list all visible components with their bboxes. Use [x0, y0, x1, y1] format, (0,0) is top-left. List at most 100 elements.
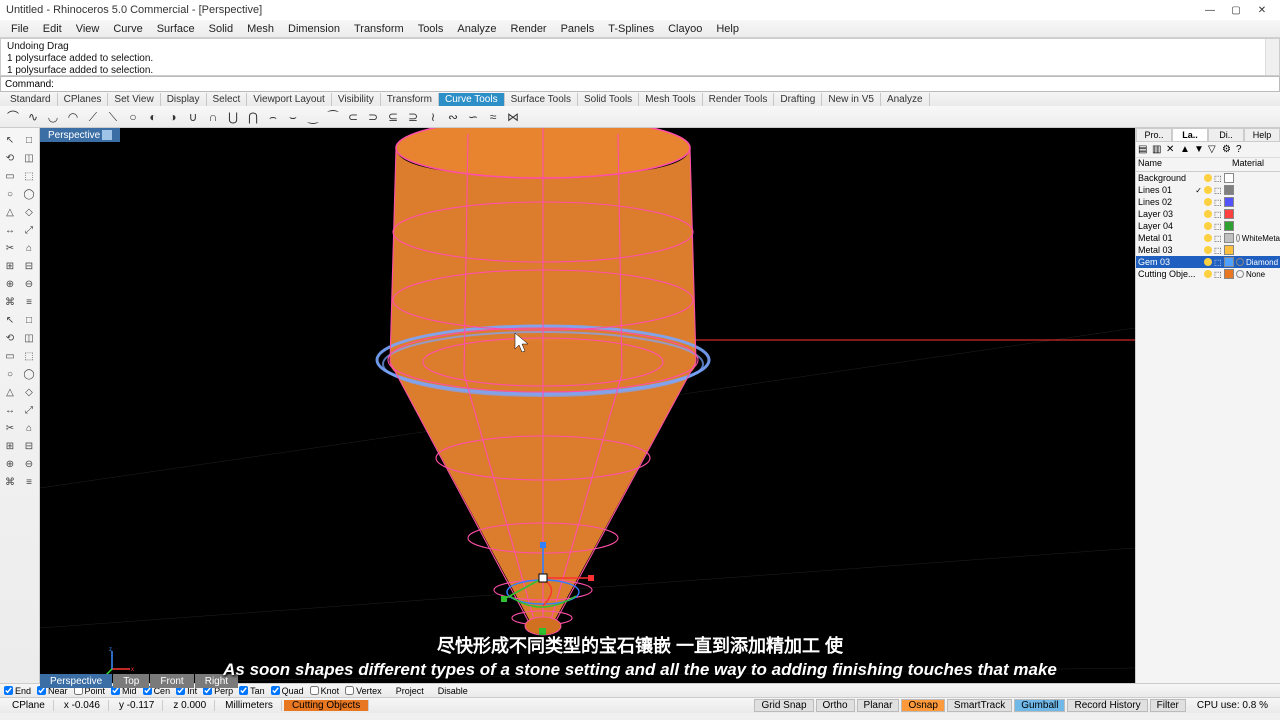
- curve-tool-25[interactable]: ⋈: [504, 108, 522, 126]
- new-layer-icon[interactable]: ▤: [1138, 144, 1150, 156]
- curve-tool-0[interactable]: ⌒: [4, 108, 22, 126]
- status-toggle-filter[interactable]: Filter: [1150, 699, 1186, 712]
- tools-icon[interactable]: ⚙: [1222, 144, 1234, 156]
- menu-analyze[interactable]: Analyze: [450, 21, 503, 37]
- bulb-icon[interactable]: [1204, 174, 1212, 182]
- left-tool-3-1[interactable]: ◯: [20, 184, 38, 201]
- right-tab-1[interactable]: La..: [1172, 128, 1208, 142]
- lock-icon[interactable]: ⬚: [1214, 210, 1222, 218]
- history-scrollbar[interactable]: [1265, 39, 1279, 75]
- layer-up-icon[interactable]: ▲: [1180, 144, 1192, 156]
- status-layer[interactable]: Cutting Objects: [284, 700, 369, 711]
- left-tool-9-0[interactable]: ⌘: [1, 292, 19, 309]
- close-button[interactable]: ✕: [1250, 1, 1274, 19]
- tooltab-analyze[interactable]: Analyze: [881, 93, 930, 106]
- left-tool-5-0[interactable]: ↔: [1, 220, 19, 237]
- left-tool-12-0[interactable]: ▭: [1, 346, 19, 363]
- new-sublayer-icon[interactable]: ▥: [1152, 144, 1164, 156]
- bulb-icon[interactable]: [1204, 258, 1212, 266]
- left-tool-6-0[interactable]: ✂: [1, 238, 19, 255]
- osnap-knot[interactable]: Knot: [310, 686, 340, 696]
- curve-tool-11[interactable]: ⋃: [224, 108, 242, 126]
- lock-icon[interactable]: ⬚: [1214, 234, 1222, 242]
- menu-edit[interactable]: Edit: [36, 21, 69, 37]
- lock-icon[interactable]: ⬚: [1214, 174, 1222, 182]
- tooltab-surface-tools[interactable]: Surface Tools: [505, 93, 578, 106]
- color-swatch[interactable]: [1224, 221, 1234, 231]
- tooltab-cplanes[interactable]: CPlanes: [58, 93, 109, 106]
- curve-tool-22[interactable]: ∾: [444, 108, 462, 126]
- viewport-3d[interactable]: x z: [40, 128, 1135, 683]
- left-tool-10-0[interactable]: ↖: [1, 310, 19, 327]
- right-tab-2[interactable]: Di..: [1208, 128, 1244, 142]
- lock-icon[interactable]: ⬚: [1214, 270, 1222, 278]
- left-tool-4-0[interactable]: △: [1, 202, 19, 219]
- left-tool-15-1[interactable]: ⤢: [20, 400, 38, 417]
- status-toggle-grid-snap[interactable]: Grid Snap: [754, 699, 813, 712]
- menu-file[interactable]: File: [4, 21, 36, 37]
- left-tool-17-1[interactable]: ⊟: [20, 436, 38, 453]
- curve-tool-8[interactable]: ◑: [164, 108, 182, 126]
- left-tool-16-1[interactable]: ⌂: [20, 418, 38, 435]
- curve-tool-4[interactable]: ⟋: [84, 108, 102, 126]
- menu-curve[interactable]: Curve: [106, 21, 149, 37]
- menu-dimension[interactable]: Dimension: [281, 21, 347, 37]
- color-swatch[interactable]: [1224, 197, 1234, 207]
- left-tool-19-1[interactable]: ≡: [20, 472, 38, 489]
- left-tool-0-0[interactable]: ↖: [1, 130, 19, 147]
- curve-tool-21[interactable]: ≀: [424, 108, 442, 126]
- left-tool-9-1[interactable]: ≡: [20, 292, 38, 309]
- bulb-icon[interactable]: [1204, 270, 1212, 278]
- left-tool-11-1[interactable]: ◫: [20, 328, 38, 345]
- tooltab-set-view[interactable]: Set View: [108, 93, 160, 106]
- tooltab-viewport-layout[interactable]: Viewport Layout: [247, 93, 332, 106]
- status-toggle-record-history[interactable]: Record History: [1067, 699, 1147, 712]
- tooltab-standard[interactable]: Standard: [4, 93, 58, 106]
- curve-tool-12[interactable]: ⋂: [244, 108, 262, 126]
- layer-row-gem-03[interactable]: Gem 03⬚Diamond: [1136, 256, 1280, 268]
- layer-row-cutting-obje-[interactable]: Cutting Obje...⬚None: [1136, 268, 1280, 280]
- layer-row-layer-04[interactable]: Layer 04⬚: [1136, 220, 1280, 232]
- menu-panels[interactable]: Panels: [554, 21, 602, 37]
- left-tool-1-0[interactable]: ⟲: [1, 148, 19, 165]
- curve-tool-18[interactable]: ⊃: [364, 108, 382, 126]
- bulb-icon[interactable]: [1204, 246, 1212, 254]
- osnap-tan[interactable]: Tan: [239, 686, 265, 696]
- help-icon[interactable]: ?: [1236, 144, 1248, 156]
- osnap-quad[interactable]: Quad: [271, 686, 304, 696]
- left-tool-13-0[interactable]: ○: [1, 364, 19, 381]
- left-tool-19-0[interactable]: ⌘: [1, 472, 19, 489]
- left-tool-8-0[interactable]: ⊕: [1, 274, 19, 291]
- left-tool-1-1[interactable]: ◫: [20, 148, 38, 165]
- left-tool-10-1[interactable]: □: [20, 310, 38, 327]
- curve-tool-23[interactable]: ∽: [464, 108, 482, 126]
- tooltab-render-tools[interactable]: Render Tools: [703, 93, 775, 106]
- osnap-disable[interactable]: Disable: [438, 686, 468, 696]
- osnap-vertex[interactable]: Vertex: [345, 686, 382, 696]
- color-swatch[interactable]: [1224, 209, 1234, 219]
- curve-tool-20[interactable]: ⊇: [404, 108, 422, 126]
- color-swatch[interactable]: [1224, 269, 1234, 279]
- curve-tool-16[interactable]: ⁀: [324, 108, 342, 126]
- color-swatch[interactable]: [1224, 173, 1234, 183]
- status-toggle-smarttrack[interactable]: SmartTrack: [947, 699, 1012, 712]
- left-tool-18-1[interactable]: ⊖: [20, 454, 38, 471]
- tooltab-transform[interactable]: Transform: [381, 93, 439, 106]
- bulb-icon[interactable]: [1204, 186, 1212, 194]
- curve-tool-2[interactable]: ◡: [44, 108, 62, 126]
- layer-row-lines-02[interactable]: Lines 02⬚: [1136, 196, 1280, 208]
- right-tab-0[interactable]: Pro..: [1136, 128, 1172, 142]
- tooltab-solid-tools[interactable]: Solid Tools: [578, 93, 639, 106]
- bulb-icon[interactable]: [1204, 234, 1212, 242]
- menu-render[interactable]: Render: [504, 21, 554, 37]
- menu-mesh[interactable]: Mesh: [240, 21, 281, 37]
- bulb-icon[interactable]: [1204, 198, 1212, 206]
- curve-tool-14[interactable]: ⌣: [284, 108, 302, 126]
- layer-material[interactable]: None: [1236, 270, 1280, 279]
- left-tool-3-0[interactable]: ○: [1, 184, 19, 201]
- tooltab-curve-tools[interactable]: Curve Tools: [439, 93, 505, 106]
- left-tool-16-0[interactable]: ✂: [1, 418, 19, 435]
- left-tool-14-0[interactable]: △: [1, 382, 19, 399]
- menu-t-splines[interactable]: T-Splines: [601, 21, 661, 37]
- lock-icon[interactable]: ⬚: [1214, 198, 1222, 206]
